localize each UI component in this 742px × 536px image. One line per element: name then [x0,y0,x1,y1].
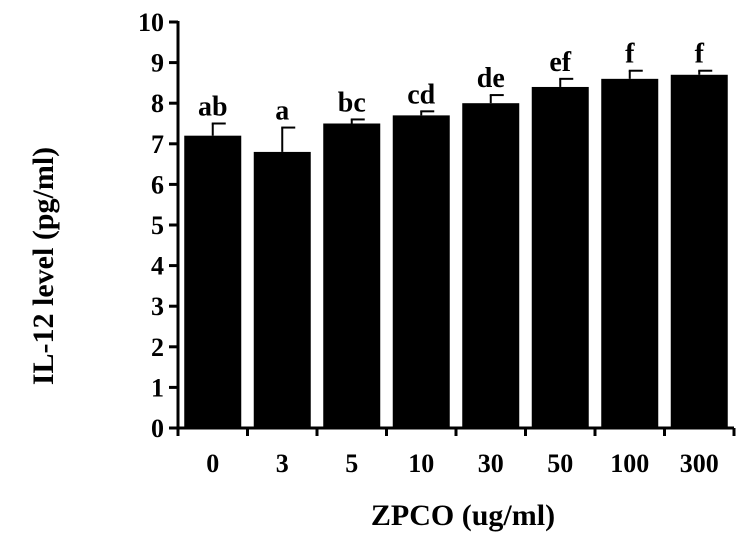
significance-letter: f [625,39,635,70]
y-tick-label: 3 [151,292,164,321]
bar [253,151,311,429]
y-tick-label: 10 [138,8,164,37]
significance-letter: a [275,96,289,127]
y-tick-label: 7 [151,130,164,159]
x-tick-label: 100 [610,449,649,478]
x-tick-label: 3 [276,449,289,478]
bar [531,86,589,429]
bar [462,103,520,428]
x-axis-label: ZPCO (ug/ml) [371,499,555,532]
y-tick-label: 0 [151,414,164,443]
significance-letter: ab [198,92,228,123]
x-tick-label: 5 [345,449,358,478]
bar [601,78,659,428]
y-tick-label: 6 [151,170,164,199]
x-tick-label: 30 [478,449,504,478]
y-tick-label: 1 [151,373,164,402]
significance-letter: f [695,39,705,70]
significance-letter: cd [407,79,435,110]
x-tick-label: 0 [206,449,219,478]
x-tick-label: 300 [680,449,719,478]
y-tick-label: 4 [151,252,164,281]
y-tick-label: 5 [151,211,164,240]
bar [323,123,381,428]
bar [670,74,728,428]
plot-area: 0 1 2 3 4 5 6 7 8 9 10 ab 0 a 3 bc 5 cd 10 de 30 ef 50 f 100 f 300 [138,8,736,478]
y-tick-label: 2 [151,333,164,362]
y-axis-label: IL-12 level (pg/ml) [27,147,60,385]
bar [184,135,242,428]
y-tick-label: 9 [151,49,164,78]
x-tick-label: 50 [547,449,573,478]
x-tick-label: 10 [408,449,434,478]
y-tick-label: 8 [151,89,164,118]
significance-letter: de [477,63,505,94]
significance-letter: ef [549,47,571,78]
bar [392,115,450,428]
significance-letter: bc [338,87,366,118]
